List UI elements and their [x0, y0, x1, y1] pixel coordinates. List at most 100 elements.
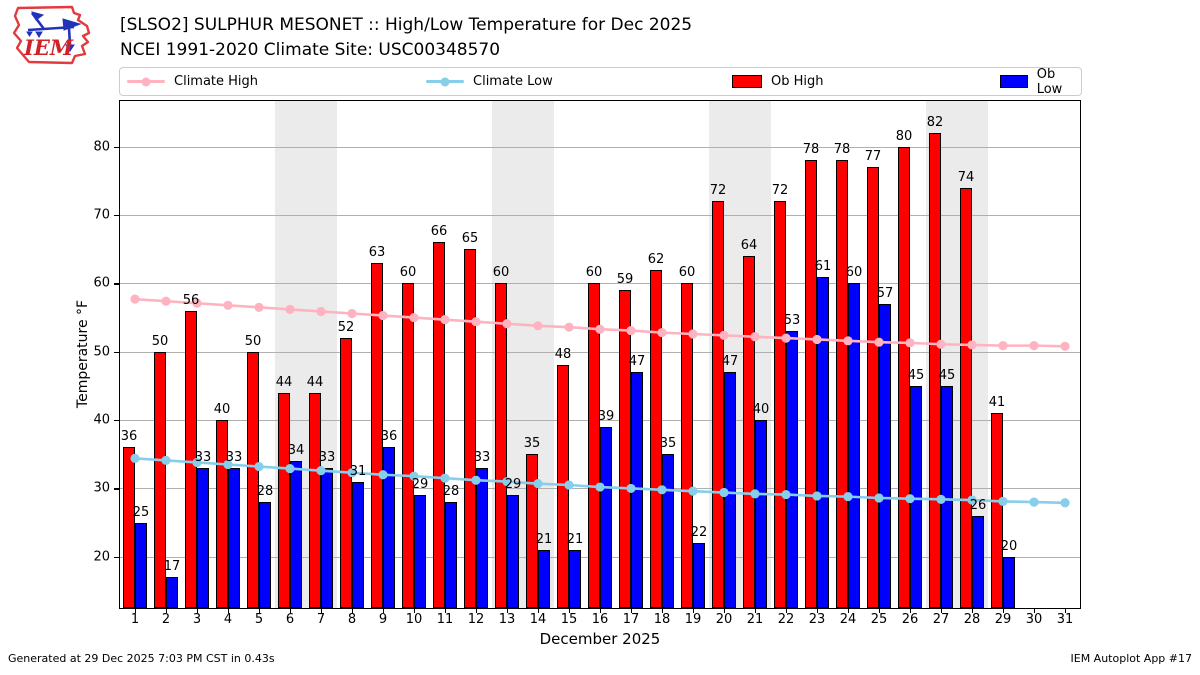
bar-ob-low: [197, 467, 209, 608]
bar-value-label: 50: [244, 333, 262, 349]
climate-high-marker: [564, 322, 574, 332]
climate-high-marker: [1060, 341, 1070, 351]
bar-value-label: 28: [442, 484, 460, 500]
bar-ob-low: [414, 495, 426, 608]
x-tick: [321, 609, 323, 613]
bar-ob-low: [321, 467, 333, 608]
bar-ob-high: [464, 249, 476, 608]
x-tick: [910, 609, 912, 613]
x-tick: [941, 609, 943, 613]
x-tick: [817, 609, 819, 613]
climate-low-marker: [161, 455, 171, 466]
x-tick: [166, 609, 168, 613]
bar-value-label: 26: [969, 497, 987, 513]
legend-label: Ob High: [771, 74, 824, 89]
x-tick-label: 11: [436, 612, 454, 627]
x-tick-label: 26: [901, 612, 919, 627]
y-tick: [114, 556, 119, 559]
bar-ob-low: [352, 481, 364, 608]
bar-value-label: 48: [554, 347, 572, 363]
climate-high-marker: [316, 306, 326, 317]
bar-ob-low: [259, 502, 271, 608]
x-tick-label: 16: [591, 612, 609, 627]
bar-value-label: 22: [690, 525, 708, 541]
climate-low-marker: [688, 486, 698, 496]
bar-ob-high: [309, 392, 321, 608]
climate-low-marker: [998, 496, 1008, 507]
bar-ob-high: [898, 146, 910, 608]
x-tick-label: 23: [808, 612, 826, 627]
bar-ob-high: [929, 133, 941, 608]
bar-value-label: 44: [306, 374, 324, 390]
x-tick-label: 4: [223, 612, 233, 627]
x-tick-label: 14: [529, 612, 547, 627]
bar-value-label: 17: [163, 559, 181, 575]
climate-high-marker: [812, 334, 822, 345]
x-tick-label: 13: [498, 612, 516, 627]
x-tick: [197, 609, 199, 613]
legend-item-ob-low: Ob Low: [1000, 66, 1081, 97]
bar-value-label: 21: [566, 531, 584, 547]
legend-item-climate-low: Climate Low: [426, 68, 553, 95]
climate-low-marker: [471, 475, 481, 485]
chart-title: [SLSO2] SULPHUR MESONET :: High/Low Temp…: [120, 15, 693, 35]
legend-label: Ob Low: [1036, 66, 1063, 97]
x-tick: [1065, 609, 1067, 613]
bar-ob-low: [569, 549, 581, 608]
gridline: [120, 146, 1080, 148]
climate-low-marker: [657, 485, 667, 495]
climate-high-marker: [347, 308, 357, 319]
bar-value-label: 60: [492, 265, 510, 281]
x-tick-label: 21: [746, 612, 764, 627]
bar-value-label: 31: [349, 463, 367, 479]
climate-low-marker: [967, 495, 977, 505]
climate-low-marker: [130, 453, 140, 463]
x-tick: [352, 609, 354, 613]
bar-value-label: 40: [752, 402, 770, 418]
x-tick-label: 24: [839, 612, 857, 627]
climate-low-marker: [409, 471, 419, 481]
bar-value-label: 45: [938, 367, 956, 383]
bar-value-label: 47: [721, 354, 739, 370]
y-tick-label: 20: [93, 549, 110, 565]
x-tick: [662, 609, 664, 613]
bar-value-label: 45: [907, 367, 925, 383]
bar-ob-low: [817, 276, 829, 608]
bar-value-label: 61: [814, 258, 832, 274]
x-tick: [786, 609, 788, 613]
climate-high-marker: [905, 338, 915, 348]
bar-value-label: 60: [585, 265, 603, 281]
bar-value-label: 33: [194, 449, 212, 465]
climate-low-marker: [378, 470, 388, 480]
bar-ob-low: [848, 283, 860, 608]
y-tick: [114, 146, 119, 149]
climate-high-marker: [657, 328, 667, 338]
climate-high-marker: [254, 302, 264, 312]
bar-value-label: 56: [182, 292, 200, 308]
x-tick-label: 17: [622, 612, 640, 627]
bar-ob-low: [972, 515, 984, 608]
x-tick-label: 22: [777, 612, 795, 627]
bar-ob-high: [588, 283, 600, 608]
bar-ob-high: [774, 201, 786, 608]
x-tick-label: 19: [684, 612, 702, 627]
x-tick-label: 27: [932, 612, 950, 627]
iem-logo-text: IEM: [23, 35, 74, 60]
bar-ob-low: [879, 303, 891, 608]
bar-value-label: 72: [771, 183, 789, 199]
x-axis-title: December 2025: [539, 630, 661, 648]
legend-swatch-climate-high-icon: [127, 77, 165, 86]
y-tick: [114, 488, 119, 490]
climate-high-marker: [781, 333, 791, 343]
bar-value-label: 35: [523, 436, 541, 452]
footer-app-text: IEM Autoplot App #17: [1070, 652, 1193, 665]
y-tick-label: 60: [93, 275, 110, 291]
bar-ob-low: [228, 467, 240, 608]
climate-high-marker: [533, 321, 543, 331]
bar-value-label: 34: [287, 443, 305, 459]
climate-high-marker: [967, 340, 977, 350]
climate-high-marker: [161, 296, 171, 306]
bar-ob-high: [495, 283, 507, 608]
footer-generated-text: Generated at 29 Dec 2025 7:03 PM CST in …: [8, 652, 275, 665]
bar-value-label: 63: [368, 244, 386, 260]
